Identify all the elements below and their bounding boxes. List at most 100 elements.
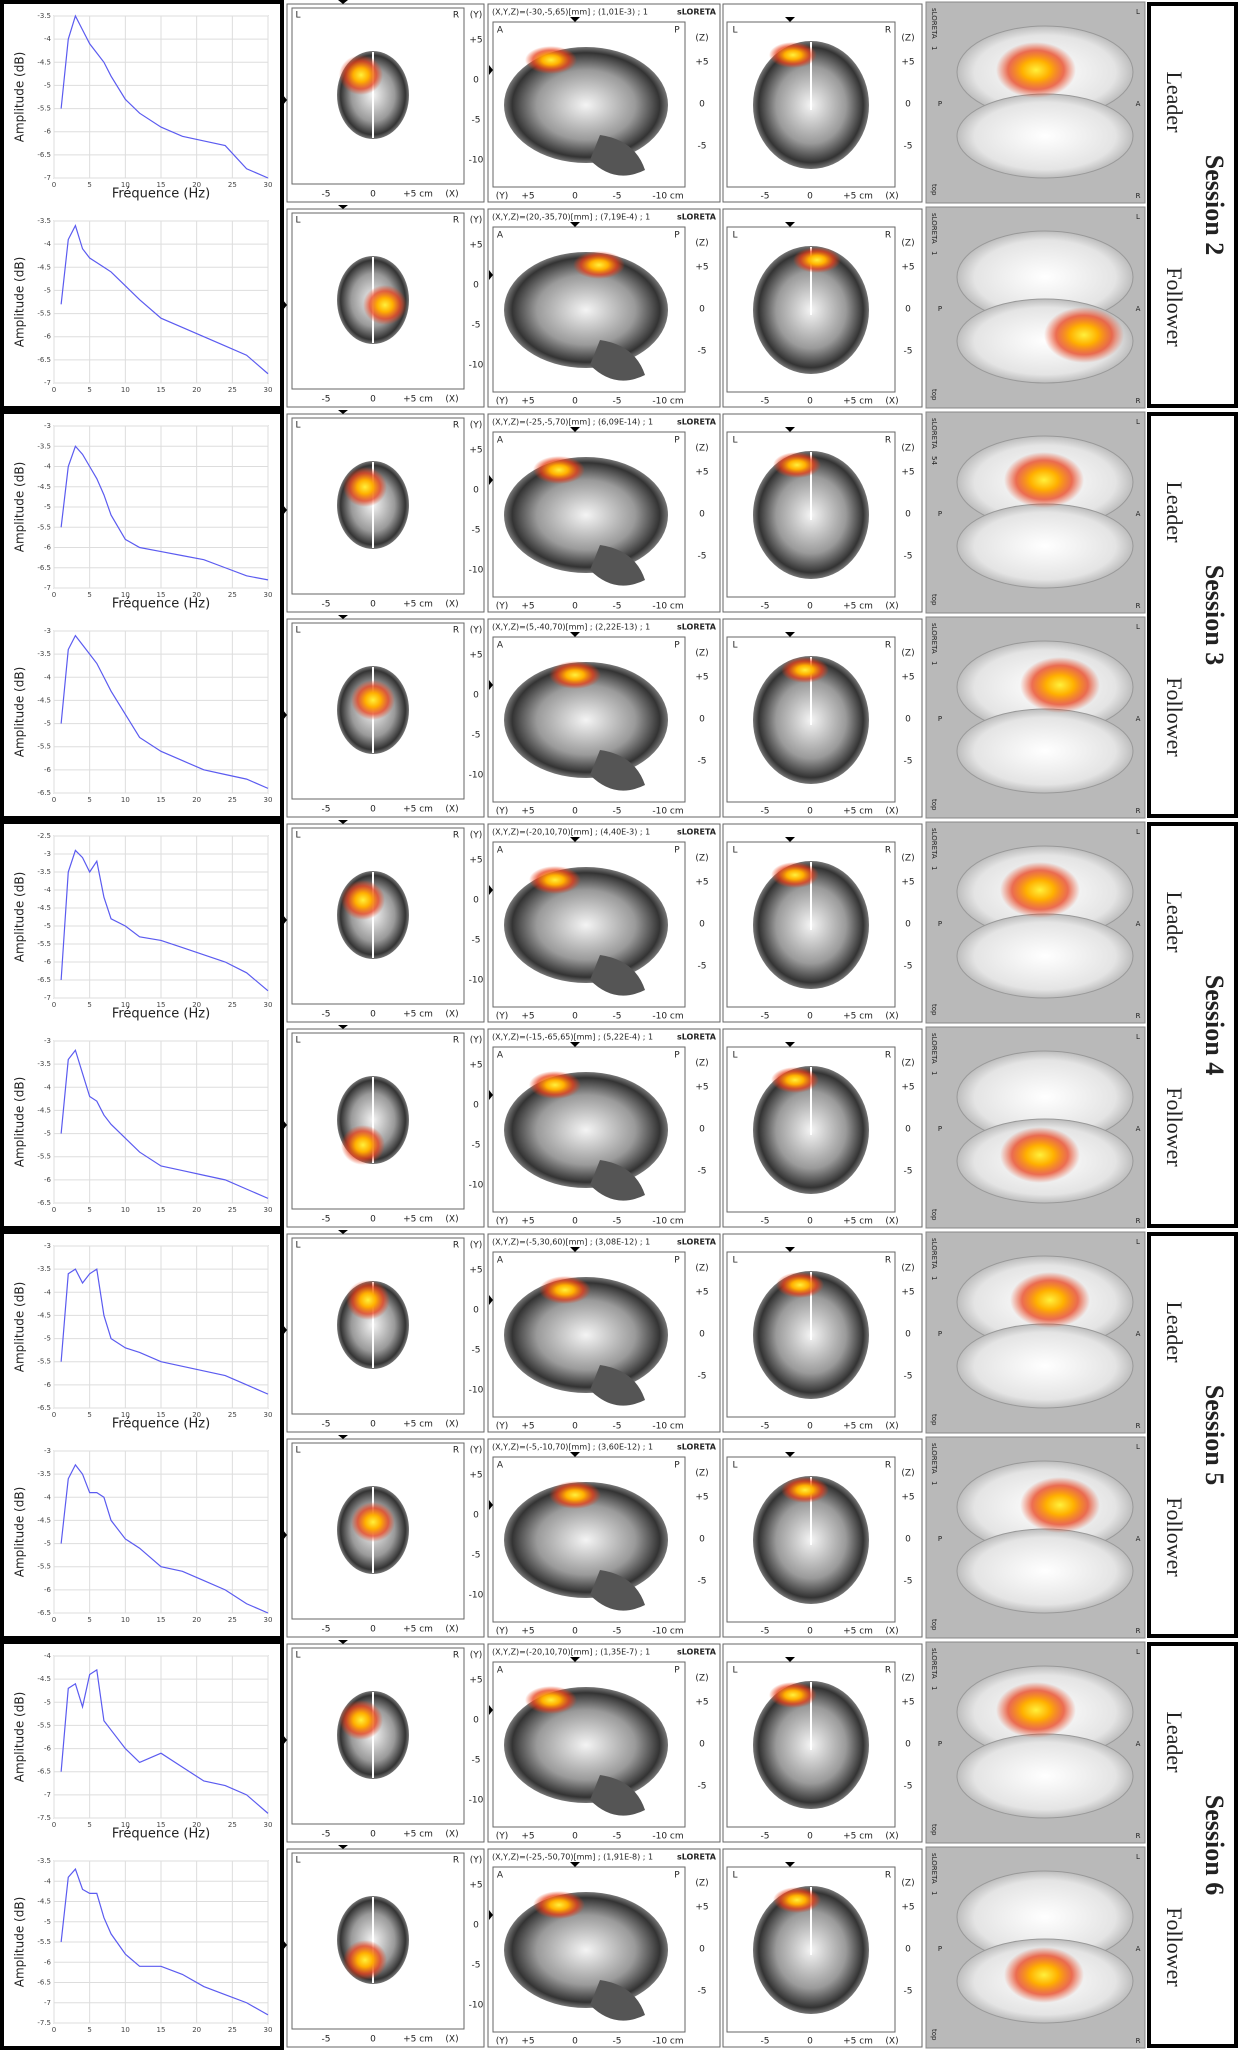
cerebellum <box>590 1365 645 1406</box>
label: +5 <box>695 1083 708 1093</box>
label: -5 <box>44 503 51 511</box>
label: R <box>453 1241 459 1251</box>
label: -10 cm <box>652 807 683 817</box>
label: 10 <box>121 1206 130 1214</box>
label: -5 <box>472 731 481 741</box>
activation <box>1004 1947 1084 2003</box>
label: (X) <box>885 807 898 817</box>
label: (X,Y,Z)=(-15,-65,65)[mm] ; (5,22E-4) ; 1 <box>492 1033 653 1042</box>
label: -5 <box>472 321 481 331</box>
label: A <box>497 641 504 651</box>
label: -3 <box>44 1242 51 1250</box>
label: -5.5 <box>37 1563 51 1571</box>
marker <box>570 1452 580 1457</box>
label: -4.5 <box>37 904 51 912</box>
label: +5 <box>469 651 482 661</box>
label: A <box>1136 1535 1141 1543</box>
label: L <box>295 1446 300 1456</box>
cerebellum <box>590 750 645 791</box>
label: +5 <box>901 1083 914 1093</box>
hemisphere <box>956 1528 1134 1614</box>
marker <box>338 615 348 619</box>
label: 0 <box>572 192 578 202</box>
label: -5 <box>904 552 913 562</box>
activation <box>781 657 829 683</box>
label: 20 <box>192 796 201 804</box>
label: 5 <box>87 181 91 189</box>
label: +5 cm <box>843 602 873 612</box>
label: sLORETA <box>930 8 938 39</box>
label: +5 <box>695 1288 708 1298</box>
label: 0 <box>699 715 705 725</box>
label: +5 <box>901 58 914 68</box>
label: 25 <box>228 1411 237 1419</box>
label: 15 <box>157 1001 166 1009</box>
label: R <box>885 1256 891 1266</box>
label: Fréquence (Hz) <box>112 187 210 202</box>
label: -5 <box>904 347 913 357</box>
label: (X) <box>885 397 898 407</box>
label: Fréquence (Hz) <box>112 1827 210 1842</box>
label: R <box>453 1651 459 1661</box>
label: (X) <box>885 1832 898 1842</box>
label: -5 <box>761 1422 770 1432</box>
label: (X,Y,Z)=(-20,10,70)[mm] ; (4,40E-3) ; 1 <box>492 828 650 837</box>
label: -5 <box>761 1012 770 1022</box>
label: R <box>885 1871 891 1881</box>
label: 0 <box>807 1012 813 1022</box>
label: (Z) <box>901 854 914 864</box>
label: +5 <box>521 1012 534 1022</box>
label: sLORETA <box>677 1853 717 1862</box>
label: -6.5 <box>37 789 51 797</box>
label: -5 <box>472 1141 481 1151</box>
label: 10 <box>121 386 130 394</box>
marker <box>489 475 493 485</box>
spectrum-line <box>60 1463 269 1614</box>
label: Amplitude (dB) <box>13 1692 27 1783</box>
label: 1 <box>930 1891 938 1895</box>
label: A <box>1136 100 1141 108</box>
label: L <box>732 1666 737 1676</box>
label: -3.5 <box>37 868 51 876</box>
label: (Y) <box>470 831 483 841</box>
label: 25 <box>228 2026 237 2034</box>
label: Amplitude (dB) <box>13 1487 27 1578</box>
label: 0 <box>807 2037 813 2047</box>
label: Amplitude (dB) <box>13 1282 27 1373</box>
label: 25 <box>228 1001 237 1009</box>
label: -4 <box>44 1877 52 1885</box>
label: A <box>497 436 504 446</box>
spectrum-line <box>60 634 269 789</box>
label: -6 <box>44 1958 52 1966</box>
label: Amplitude (dB) <box>13 257 27 348</box>
label: Session 6 <box>1200 1795 1229 1895</box>
label: Leader <box>1162 71 1187 133</box>
label: 0 <box>473 486 479 496</box>
label: 0 <box>905 1740 911 1750</box>
marker <box>489 1090 493 1100</box>
label: +5 <box>521 1832 534 1842</box>
activation <box>1000 1127 1080 1183</box>
label: 0 <box>52 1001 56 1009</box>
label: Leader <box>1162 1711 1187 1773</box>
label: -6.5 <box>37 356 51 364</box>
activation <box>1044 307 1124 363</box>
activation <box>343 1940 387 1980</box>
label: -6 <box>44 1586 52 1594</box>
label: 0 <box>370 395 376 405</box>
label: P <box>674 26 680 36</box>
label: -3.5 <box>37 217 51 225</box>
label: Leader <box>1162 481 1187 543</box>
label: -6.5 <box>37 1979 51 1987</box>
label: +5 <box>695 1493 708 1503</box>
label: L <box>295 1651 300 1661</box>
marker <box>489 1295 493 1305</box>
label: L <box>1136 8 1140 16</box>
brain-slice <box>504 1687 668 1803</box>
label: sLORETA <box>930 623 938 654</box>
label: 0 <box>52 386 56 394</box>
label: -4 <box>44 1288 52 1296</box>
label: -10 <box>469 156 484 166</box>
label: 25 <box>228 796 237 804</box>
label: +5 <box>469 36 482 46</box>
